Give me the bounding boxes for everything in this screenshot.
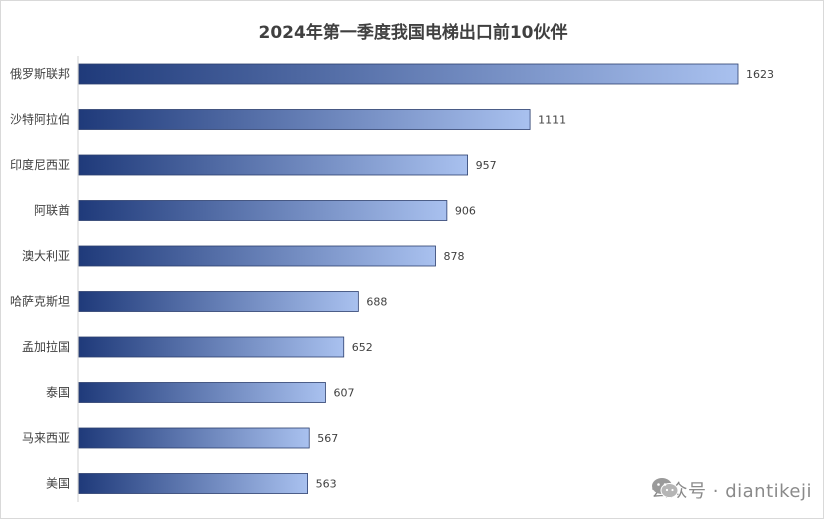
data-label: 563 (316, 478, 337, 491)
category-label: 阿联酋 (34, 203, 70, 218)
bar (78, 427, 310, 449)
bar (78, 200, 448, 221)
data-label: 906 (455, 205, 476, 218)
data-label: 567 (317, 432, 338, 445)
chart-title: 2024年第一季度我国电梯出口前10伙伴 (258, 23, 568, 43)
data-label: 688 (366, 296, 387, 309)
category-label: 俄罗斯联邦 (10, 67, 70, 81)
category-label: 美国 (46, 477, 70, 491)
bar (78, 109, 531, 130)
bar (78, 63, 739, 85)
wechat-icon (652, 478, 679, 498)
category-label: 印度尼西亚 (10, 157, 70, 172)
category-label: 哈萨克斯坦 (10, 295, 70, 309)
category-label: 泰国 (46, 386, 70, 400)
watermark-text: 公众号 · diantikeji (651, 481, 812, 502)
data-label: 878 (444, 250, 465, 263)
data-label: 957 (476, 159, 497, 172)
watermark: 公众号 · diantikeji (651, 477, 812, 503)
category-label: 马来西亚 (22, 431, 70, 445)
data-label: 1111 (538, 114, 566, 127)
data-label: 1623 (746, 68, 774, 81)
data-label: 652 (352, 341, 373, 354)
category-label: 澳大利亚 (22, 249, 70, 263)
bar (78, 382, 326, 403)
bar (78, 473, 308, 494)
category-label: 沙特阿拉伯 (10, 112, 70, 127)
category-label: 孟加拉国 (22, 339, 70, 354)
bar (78, 291, 359, 312)
bar (78, 336, 345, 358)
bar (78, 154, 468, 176)
bar (78, 245, 436, 267)
data-label: 607 (333, 387, 354, 400)
